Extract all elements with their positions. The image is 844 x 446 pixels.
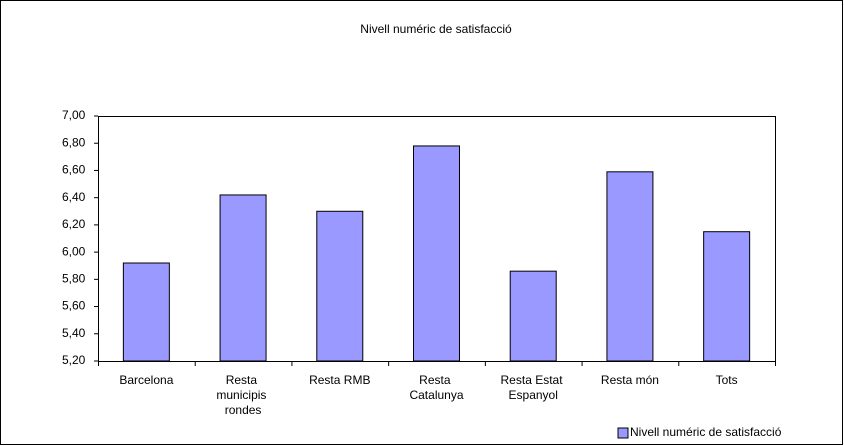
- y-tick-label: 5,60: [62, 299, 86, 313]
- x-tick-label: Resta Catalunya: [409, 373, 463, 402]
- x-tick-label: Resta món: [601, 373, 659, 387]
- bar: [509, 270, 557, 362]
- bar: [703, 231, 751, 362]
- legend-swatch: [617, 427, 629, 439]
- legend-label: Nivell numéric de satisfacció: [630, 425, 782, 439]
- y-tick-label: 6,00: [62, 244, 86, 258]
- y-tick-label: 7,00: [62, 108, 86, 122]
- y-tick-label: 6,80: [62, 135, 86, 149]
- x-tick-label: Resta municipis rondes: [216, 373, 269, 417]
- bar: [122, 262, 170, 362]
- bar: [219, 194, 267, 362]
- y-tick-label: 5,80: [62, 272, 86, 286]
- y-tick-label: 5,40: [62, 326, 86, 340]
- x-tick-label: Tots: [716, 373, 738, 387]
- y-tick-label: 6,40: [62, 190, 86, 204]
- y-tick-label: 5,20: [62, 353, 86, 367]
- chart-title: Nivell numéric de satisfacció: [360, 22, 512, 36]
- bar: [316, 210, 364, 362]
- y-tick-label: 6,60: [62, 163, 86, 177]
- bar: [413, 145, 460, 362]
- y-tick-label: 6,20: [62, 217, 86, 231]
- bar: [606, 171, 654, 362]
- x-tick-label: Barcelona: [119, 373, 173, 387]
- x-tick-label: Resta Estat Espanyol: [501, 373, 566, 402]
- x-tick-label: Resta RMB: [309, 373, 370, 387]
